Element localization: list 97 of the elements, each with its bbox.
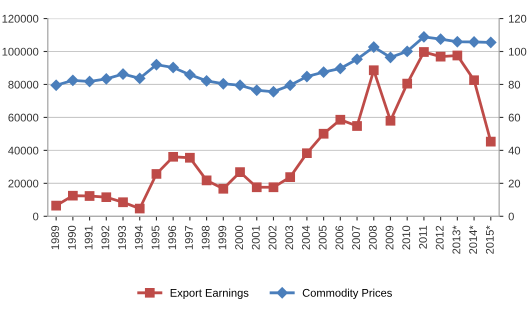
x-tick-label: 1996 xyxy=(168,226,176,250)
x-tick-label: 1997 xyxy=(184,226,193,250)
x-tick-label: 1999 xyxy=(218,226,226,250)
x-tick-label: 2013* xyxy=(452,226,460,254)
point xyxy=(84,76,96,88)
x-tick-label: 1993 xyxy=(118,226,126,250)
x-tick-label: 2012 xyxy=(436,226,444,250)
x-tick-label: 2002 xyxy=(268,226,276,250)
y-tick-label: 120000 xyxy=(2,14,38,23)
y2-tick-label: 20 xyxy=(508,180,520,188)
point xyxy=(302,148,312,158)
point xyxy=(452,50,462,60)
x-tick-label: 2003 xyxy=(285,226,294,250)
point xyxy=(386,116,396,126)
point xyxy=(468,36,480,48)
point xyxy=(435,34,446,45)
x-tick-label: 2006 xyxy=(335,226,344,250)
point xyxy=(436,52,446,62)
x-tick-label: 2015* xyxy=(486,226,494,254)
legend-label: Commodity Prices xyxy=(302,288,392,299)
point xyxy=(51,200,62,210)
point xyxy=(118,197,128,208)
y-tick-label: 80000 xyxy=(8,80,38,89)
y-tick-label: 100000 xyxy=(2,48,38,56)
point xyxy=(218,78,229,90)
point xyxy=(168,152,178,162)
point xyxy=(486,136,496,147)
x-tick-label: 1991 xyxy=(84,226,93,250)
point xyxy=(334,62,346,74)
y-tick-label: 20000 xyxy=(8,180,38,188)
point xyxy=(284,80,296,91)
point xyxy=(50,80,62,91)
x-tick-label: 2004 xyxy=(302,226,310,250)
point xyxy=(268,86,280,98)
point xyxy=(134,204,145,214)
point xyxy=(100,73,112,84)
x-tick-label: 2001 xyxy=(252,226,260,250)
y2-tick-label: 80 xyxy=(508,80,520,89)
point xyxy=(318,66,330,78)
point xyxy=(368,65,379,76)
y2-tick-label: 40 xyxy=(508,146,520,155)
x-tick-label: 2005 xyxy=(318,226,327,250)
point xyxy=(368,41,380,53)
point xyxy=(67,74,78,86)
point xyxy=(200,75,212,86)
x-tick-label: 1994 xyxy=(134,226,143,250)
x-tick-label: 1990 xyxy=(68,226,76,250)
point xyxy=(184,69,196,80)
point xyxy=(150,59,162,70)
point xyxy=(351,54,363,65)
y-tick-label: 60000 xyxy=(8,114,38,122)
point xyxy=(418,31,430,42)
point xyxy=(234,80,246,91)
point xyxy=(402,78,412,88)
y2-tick-label: 120 xyxy=(509,14,526,23)
point xyxy=(168,62,179,74)
point xyxy=(419,47,429,57)
x-tick-label: 1995 xyxy=(152,226,160,250)
point xyxy=(485,36,496,48)
x-tick-label: 2010 xyxy=(402,226,410,250)
point xyxy=(84,191,94,201)
point xyxy=(235,167,245,177)
point xyxy=(134,72,146,84)
point xyxy=(251,84,262,96)
point xyxy=(402,46,413,57)
point xyxy=(335,114,346,125)
x-tick-label: 1992 xyxy=(101,226,110,250)
point xyxy=(152,169,162,179)
point xyxy=(202,176,212,186)
x-tick-label: 2008 xyxy=(368,226,377,250)
x-tick-label: 2009 xyxy=(386,226,394,250)
point xyxy=(185,152,195,163)
y2-tick-label: 0 xyxy=(508,212,514,220)
y-tick-label: 40000 xyxy=(8,146,38,155)
point xyxy=(117,68,129,80)
x-tick-label: 1998 xyxy=(202,226,210,250)
x-tick-label: 2011 xyxy=(419,226,427,249)
point xyxy=(101,192,112,202)
point xyxy=(218,184,228,194)
point xyxy=(301,70,313,82)
point xyxy=(318,128,328,139)
point xyxy=(384,52,396,64)
point xyxy=(68,190,78,201)
y2-tick-label: 60 xyxy=(508,114,520,122)
point xyxy=(469,75,479,86)
point xyxy=(452,36,463,48)
x-tick-label: 2014* xyxy=(469,226,478,254)
y-tick-label: 0 xyxy=(33,212,38,220)
x-tick-label: 2000 xyxy=(235,226,244,250)
point xyxy=(352,121,362,131)
x-tick-label: 2007 xyxy=(352,226,360,250)
point xyxy=(285,172,296,182)
y2-tick-label: 100 xyxy=(509,48,526,56)
point xyxy=(252,182,262,192)
legend-label: Export Earnings xyxy=(170,288,248,299)
point xyxy=(268,182,278,192)
x-tick-label: 1989 xyxy=(51,226,60,250)
